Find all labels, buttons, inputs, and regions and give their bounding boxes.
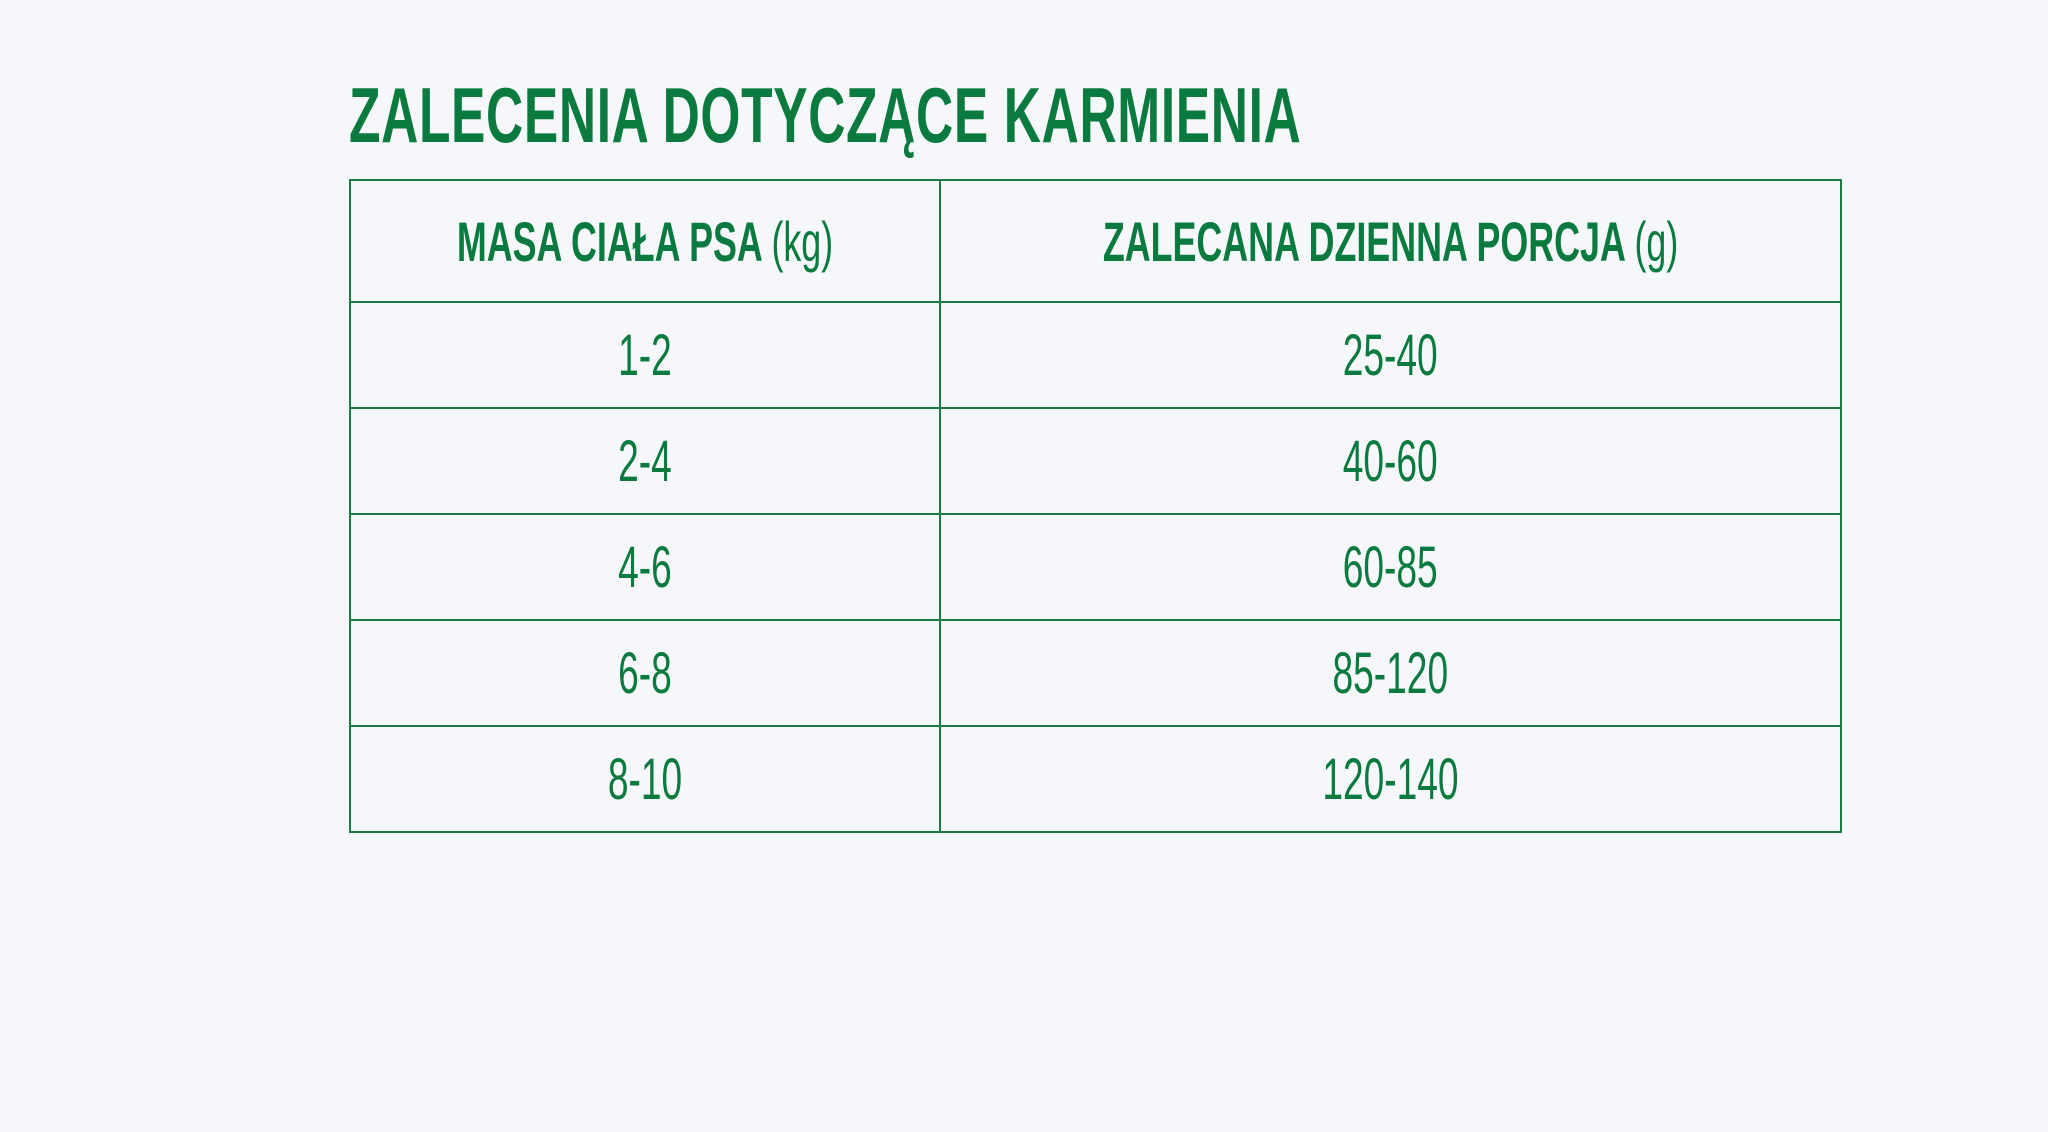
cell-value: 4-6 [618,534,672,600]
portion-cell: 60-85 [939,513,1843,621]
header-body-weight: MASA CIAŁA PSA (kg) [348,179,942,303]
portion-cell: 120-140 [939,725,1843,833]
header-daily-portion: ZALECANA DZIENNA PORCJA (g) [939,179,1843,303]
feeding-table: MASA CIAŁA PSA (kg) ZALECANA DZIENNA POR… [348,179,1843,833]
cell-value: 25-40 [1343,322,1439,388]
weight-cell: 8-10 [348,725,942,833]
header-unit: (g) [1634,209,1679,273]
table-row: 1-2 25-40 [348,301,1843,409]
cell-value: 85-120 [1332,640,1449,706]
cell-value: 60-85 [1343,534,1439,600]
header-unit: (kg) [771,209,834,273]
table-row: 8-10 120-140 [348,725,1843,833]
portion-cell: 25-40 [939,301,1843,409]
weight-cell: 1-2 [348,301,942,409]
cell-value: 2-4 [618,428,672,494]
cell-value: 1-2 [618,322,672,388]
table-row: 4-6 60-85 [348,513,1843,621]
portion-cell: 85-120 [939,619,1843,727]
table-header-row: MASA CIAŁA PSA (kg) ZALECANA DZIENNA POR… [348,179,1843,303]
cell-value: 8-10 [607,746,683,812]
weight-cell: 2-4 [348,407,942,515]
weight-cell: 4-6 [348,513,942,621]
portion-cell: 40-60 [939,407,1843,515]
header-label: MASA CIAŁA PSA [456,209,762,273]
cell-value: 120-140 [1322,746,1459,812]
cell-value: 6-8 [618,640,672,706]
weight-cell: 6-8 [348,619,942,727]
header-label: ZALECANA DZIENNA PORCJA [1102,209,1625,273]
table-row: 2-4 40-60 [348,407,1843,515]
cell-value: 40-60 [1343,428,1439,494]
table-row: 6-8 85-120 [348,619,1843,727]
page-title: ZALECENIA DOTYCZĄCE KARMIENIA [349,71,1302,159]
